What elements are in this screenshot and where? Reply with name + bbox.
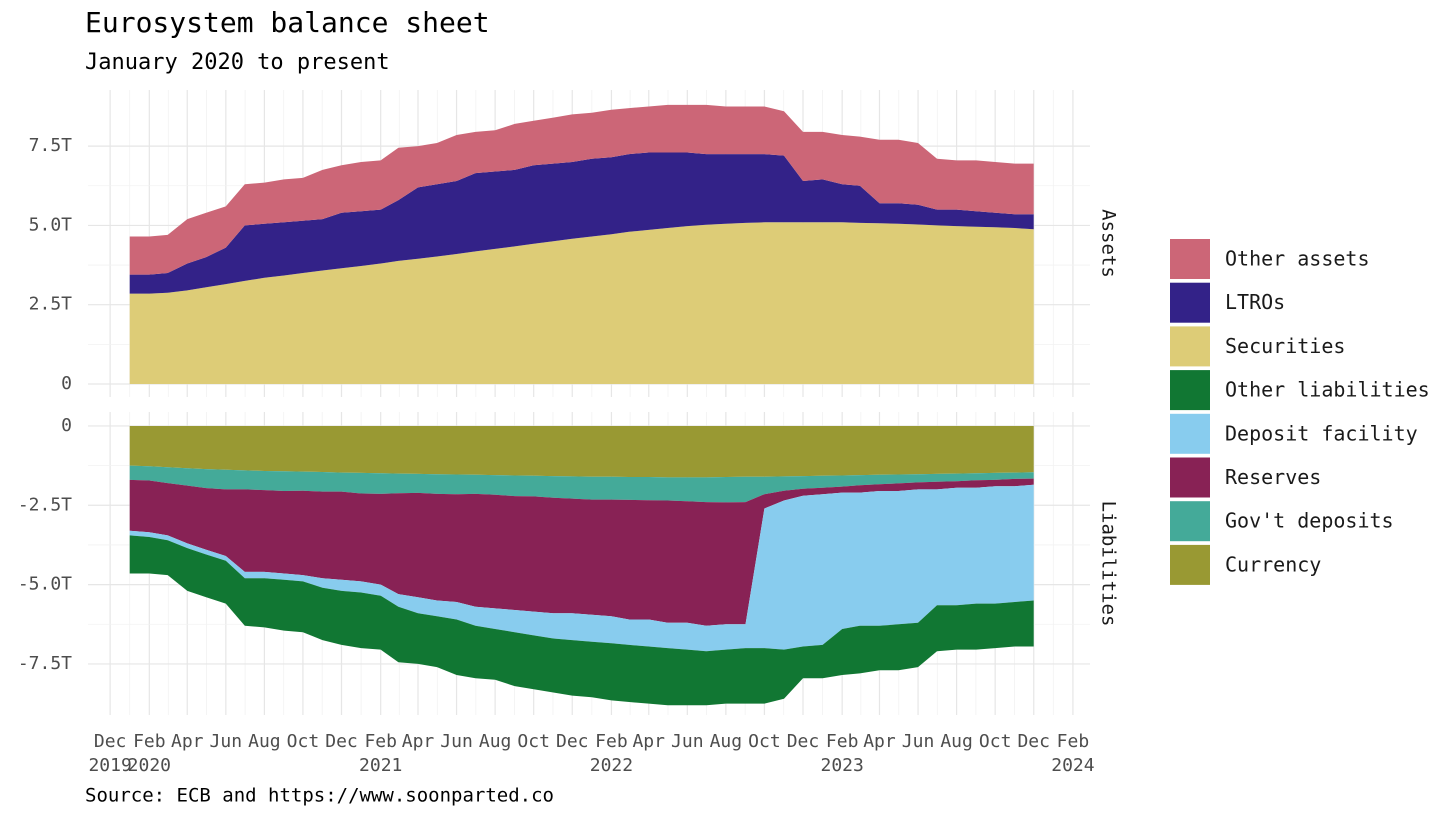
legend-key — [1170, 457, 1210, 498]
legend-key — [1170, 282, 1210, 323]
legend-key — [1170, 239, 1210, 279]
x-tick-label: Dec — [1017, 731, 1050, 752]
x-tick-label: Apr — [863, 731, 896, 752]
legend-label: LTROs — [1225, 290, 1285, 314]
x-tick-label: Apr — [632, 731, 665, 752]
legend-label: Other liabilities — [1225, 378, 1430, 402]
x-tick-label: Oct — [979, 731, 1012, 752]
x-tick-label: Feb — [595, 731, 628, 752]
legend-key — [1170, 370, 1210, 411]
x-tick-year: 2023 — [821, 755, 864, 776]
area — [129, 104, 1034, 275]
x-tick-label: Jun — [440, 731, 473, 752]
y-tick-label: -7.5T — [18, 653, 72, 674]
x-tick-label: Aug — [479, 731, 512, 752]
x-tick-year: 2021 — [359, 755, 402, 776]
legend-label: Currency — [1225, 552, 1321, 576]
legend-label: Other assets — [1225, 247, 1370, 271]
x-tick-label: Feb — [1057, 731, 1090, 752]
legend-label: Gov't deposits — [1225, 509, 1394, 533]
area — [129, 484, 1034, 652]
chart-subtitle: January 2020 to present — [85, 50, 390, 75]
area — [129, 478, 1034, 626]
area — [129, 222, 1034, 384]
x-tick-label: Aug — [710, 731, 743, 752]
legend-key — [1170, 501, 1210, 542]
x-tick-label: Apr — [402, 731, 435, 752]
x-tick-label: Jun — [210, 731, 243, 752]
strip-label: Liabilities — [1098, 501, 1120, 627]
strip-label: Assets — [1098, 209, 1120, 278]
y-tick-label: 0 — [61, 415, 72, 436]
legend-key — [1170, 326, 1210, 367]
y-tick-label: -2.5T — [18, 494, 72, 515]
y-tick-label: 2.5T — [29, 294, 73, 315]
area — [129, 152, 1034, 294]
x-tick-label: Jun — [902, 731, 935, 752]
area — [129, 465, 1034, 503]
chart-title: Eurosystem balance sheet — [85, 6, 490, 39]
area — [129, 535, 1034, 706]
x-tick-label: Feb — [826, 731, 859, 752]
x-tick-label: Aug — [940, 731, 973, 752]
x-tick-label: Oct — [748, 731, 781, 752]
y-tick-label: 7.5T — [29, 135, 73, 156]
legend-label: Reserves — [1225, 465, 1321, 489]
x-tick-label: Jun — [671, 731, 704, 752]
y-tick-label: -5.0T — [18, 574, 72, 595]
x-tick-year: 2019 — [88, 755, 131, 776]
x-tick-label: Dec — [556, 731, 589, 752]
area — [129, 426, 1034, 478]
x-tick-label: Oct — [517, 731, 550, 752]
x-tick-label: Feb — [364, 731, 397, 752]
x-tick-label: Dec — [325, 731, 358, 752]
x-tick-label: Feb — [133, 731, 166, 752]
x-tick-label: Oct — [287, 731, 320, 752]
y-tick-label: 5.0T — [29, 214, 73, 235]
x-tick-year: 2024 — [1051, 755, 1094, 776]
x-tick-label: Apr — [171, 731, 204, 752]
x-tick-year: 2022 — [590, 755, 633, 776]
x-tick-year: 2020 — [128, 755, 171, 776]
legend-key — [1170, 413, 1210, 454]
x-tick-label: Aug — [248, 731, 281, 752]
source-note: Source: ECB and https://www.soonparted.c… — [85, 785, 554, 807]
legend-label: Deposit facility — [1225, 421, 1418, 445]
x-tick-label: Dec — [94, 731, 127, 752]
legend-label: Securities — [1225, 334, 1345, 358]
legend-key — [1170, 544, 1210, 585]
y-tick-label: 0 — [61, 373, 72, 394]
x-tick-label: Dec — [787, 731, 820, 752]
